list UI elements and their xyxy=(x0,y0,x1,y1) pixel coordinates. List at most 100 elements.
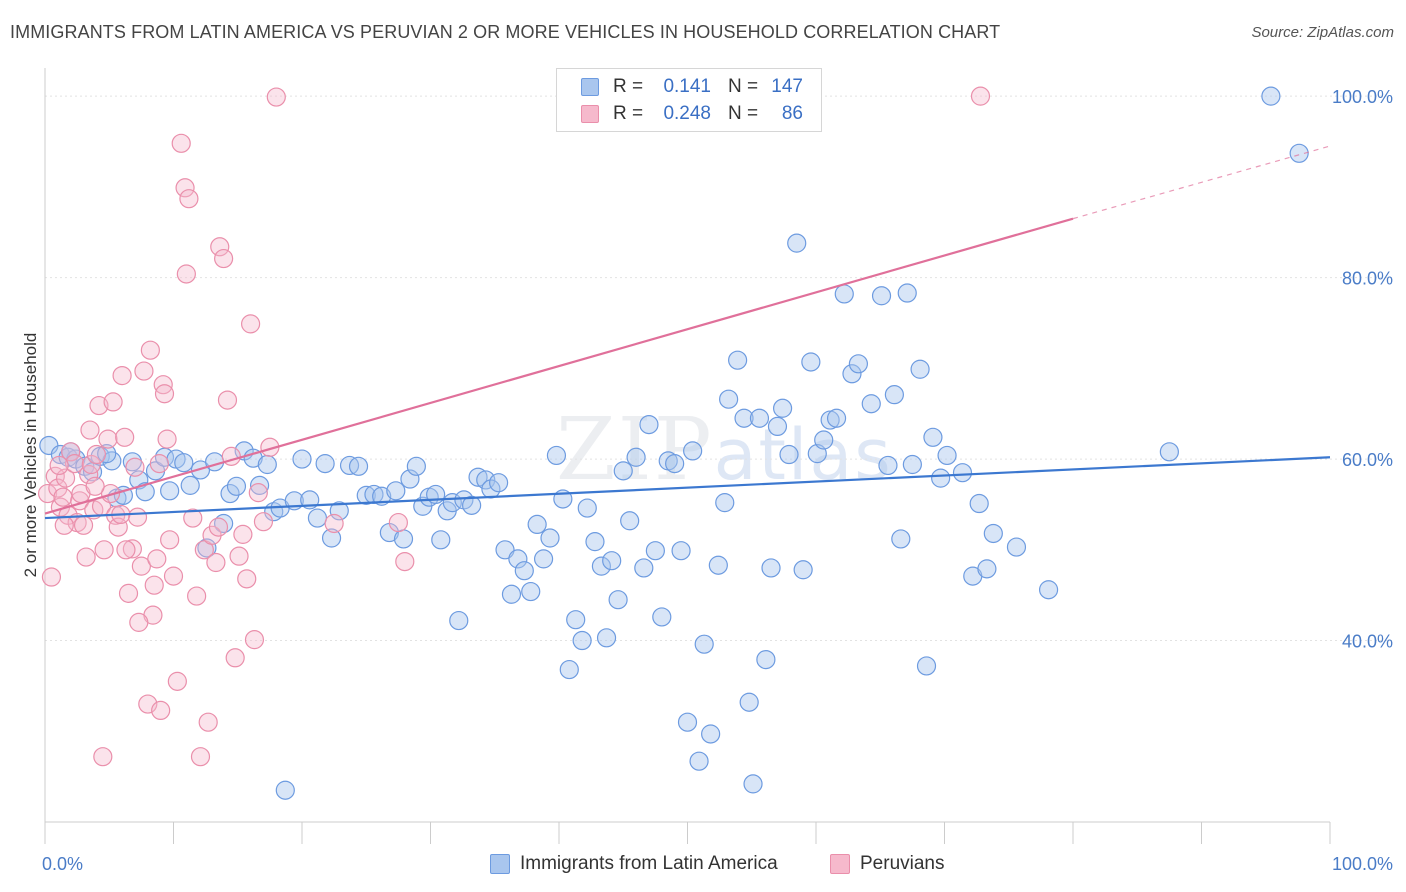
data-point-latin-america xyxy=(891,529,911,549)
data-point-latin-america xyxy=(708,555,728,575)
data-point-latin-america xyxy=(205,452,225,472)
data-point-latin-america xyxy=(527,514,547,535)
bottom-legend-label: Immigrants from Latin America xyxy=(520,853,778,874)
y-tick-label: 40.0% xyxy=(1342,632,1393,652)
data-point-latin-america xyxy=(689,751,709,771)
data-point-peruvians xyxy=(41,567,62,587)
watermark-zip: ZIP xyxy=(556,400,714,500)
data-point-peruvians xyxy=(175,178,195,198)
data-point-peruvians xyxy=(176,264,196,284)
data-point-latin-america xyxy=(585,532,605,552)
data-point-latin-america xyxy=(372,486,392,506)
data-point-peruvians xyxy=(93,747,113,767)
data-point-latin-america xyxy=(220,483,240,504)
data-point-peruvians xyxy=(395,551,415,572)
data-point-peruvians xyxy=(324,513,344,534)
data-point-latin-america xyxy=(315,454,335,474)
data-point-latin-america xyxy=(1006,537,1027,557)
data-point-latin-america xyxy=(767,416,788,437)
data-point-peruvians xyxy=(160,530,180,550)
data-point-latin-america xyxy=(431,530,451,550)
data-point-peruvians xyxy=(125,457,145,477)
data-point-latin-america xyxy=(214,513,234,534)
data-point-peruvians xyxy=(116,540,136,560)
data-point-latin-america xyxy=(715,493,735,513)
data-point-latin-america xyxy=(160,481,180,501)
data-point-peruvians xyxy=(122,539,142,559)
x-tick-label: 100.0% xyxy=(1332,854,1393,874)
data-point-peruvians xyxy=(85,476,105,496)
data-point-latin-america xyxy=(468,467,488,487)
data-point-latin-america xyxy=(952,463,973,483)
data-point-peruvians xyxy=(167,671,187,691)
data-point-peruvians xyxy=(49,455,69,476)
data-point-latin-america xyxy=(572,630,592,651)
data-point-peruvians xyxy=(80,420,100,440)
data-point-latin-america xyxy=(884,385,904,405)
legend-r-label: R = xyxy=(613,76,644,97)
data-point-latin-america xyxy=(749,408,770,428)
bottom-legend-swatch-blue xyxy=(490,854,510,874)
data-point-latin-america xyxy=(559,659,579,680)
data-point-latin-america xyxy=(508,549,528,569)
data-point-latin-america xyxy=(969,493,989,514)
data-point-peruvians xyxy=(129,612,149,632)
data-point-latin-america xyxy=(257,454,277,475)
data-point-peruvians xyxy=(134,361,154,381)
legend-n-label: N = xyxy=(727,76,759,97)
data-point-latin-america xyxy=(652,607,672,627)
data-point-latin-america xyxy=(842,364,862,384)
bottom-legend-label: Peruvians xyxy=(860,853,945,874)
legend-n-value: 86 xyxy=(781,103,803,124)
data-point-latin-america xyxy=(937,445,957,466)
data-point-peruvians xyxy=(112,366,132,386)
legend-row-peruvians: R = 0.248 N = 86 xyxy=(557,101,803,127)
data-point-latin-america xyxy=(1289,143,1309,163)
data-point-latin-america xyxy=(540,528,560,548)
legend-n-value: 147 xyxy=(771,76,803,97)
trend-lines xyxy=(44,145,1331,520)
data-point-latin-america xyxy=(861,394,881,414)
data-point-latin-america xyxy=(501,584,522,604)
data-point-latin-america xyxy=(983,523,1003,544)
data-point-peruvians xyxy=(73,515,94,535)
data-point-latin-america xyxy=(897,283,917,303)
data-point-latin-america xyxy=(243,448,263,468)
data-point-peruvians xyxy=(151,700,171,721)
data-point-peruvians xyxy=(266,87,286,107)
data-point-latin-america xyxy=(878,455,898,476)
data-point-latin-america xyxy=(566,610,586,630)
legend-n-label: N = xyxy=(727,103,759,124)
y-tick-label: 60.0% xyxy=(1342,450,1393,470)
data-point-latin-america xyxy=(249,475,270,495)
data-point-latin-america xyxy=(761,558,781,578)
data-point-latin-america xyxy=(772,398,793,418)
data-point-latin-america xyxy=(275,780,295,800)
data-point-peruvians xyxy=(179,189,199,209)
data-point-latin-america xyxy=(292,449,312,469)
data-point-peruvians xyxy=(183,508,203,528)
data-point-peruvians xyxy=(244,630,265,650)
data-point-latin-america xyxy=(728,350,748,370)
data-point-latin-america xyxy=(848,354,869,374)
data-point-latin-america xyxy=(671,541,691,561)
data-point-peruvians xyxy=(118,583,139,603)
data-point-peruvians xyxy=(81,454,101,475)
data-point-latin-america xyxy=(514,561,534,581)
data-point-latin-america xyxy=(577,498,597,518)
data-point-latin-america xyxy=(779,444,799,465)
data-point-peruvians xyxy=(206,552,226,573)
data-point-latin-america xyxy=(787,233,807,253)
legend-r-label: R = xyxy=(613,103,644,124)
data-point-latin-america xyxy=(739,692,759,712)
data-point-latin-america xyxy=(135,482,155,502)
data-point-latin-america xyxy=(814,430,834,450)
legend-swatch-pink xyxy=(581,105,599,123)
data-point-peruvians xyxy=(237,569,257,589)
bottom-legend-peruvians: Peruvians xyxy=(830,852,945,876)
data-point-peruvians xyxy=(253,512,274,532)
data-point-latin-america xyxy=(602,551,622,571)
data-point-peruvians xyxy=(37,483,58,504)
data-point-latin-america xyxy=(613,461,633,481)
